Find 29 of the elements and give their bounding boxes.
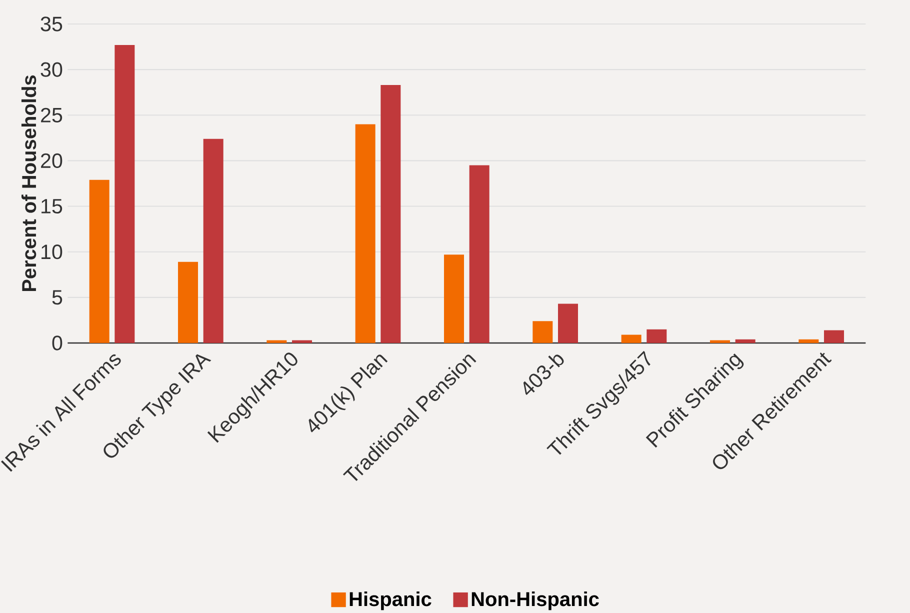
bar bbox=[114, 44, 135, 343]
bar bbox=[292, 340, 312, 343]
bar bbox=[646, 329, 667, 343]
bar bbox=[710, 340, 730, 343]
y-tick-label: 0 bbox=[52, 336, 62, 350]
bar bbox=[266, 340, 287, 343]
bar bbox=[532, 321, 553, 343]
y-axis-title: Percent of Households bbox=[21, 75, 36, 292]
y-tick-label: 25 bbox=[41, 108, 62, 122]
legend-label: Hispanic bbox=[350, 592, 432, 610]
bar bbox=[798, 339, 819, 343]
bar bbox=[469, 165, 490, 343]
bar bbox=[355, 124, 376, 343]
bar bbox=[178, 262, 198, 343]
legend-label: Non-Hispanic bbox=[472, 592, 599, 610]
y-tick-label: 5 bbox=[52, 290, 62, 305]
bar bbox=[824, 330, 844, 343]
bar bbox=[203, 138, 224, 343]
bar bbox=[444, 254, 464, 343]
bar bbox=[380, 85, 401, 343]
y-tick-label: 15 bbox=[42, 199, 62, 214]
bar bbox=[89, 180, 110, 343]
y-tick-label: 10 bbox=[42, 244, 62, 260]
bar bbox=[558, 304, 578, 343]
y-tick-label: 30 bbox=[40, 62, 62, 77]
y-tick-label: 35 bbox=[40, 16, 62, 32]
bar bbox=[735, 339, 756, 343]
bar bbox=[621, 334, 642, 343]
y-tick-label: 20 bbox=[41, 153, 62, 168]
